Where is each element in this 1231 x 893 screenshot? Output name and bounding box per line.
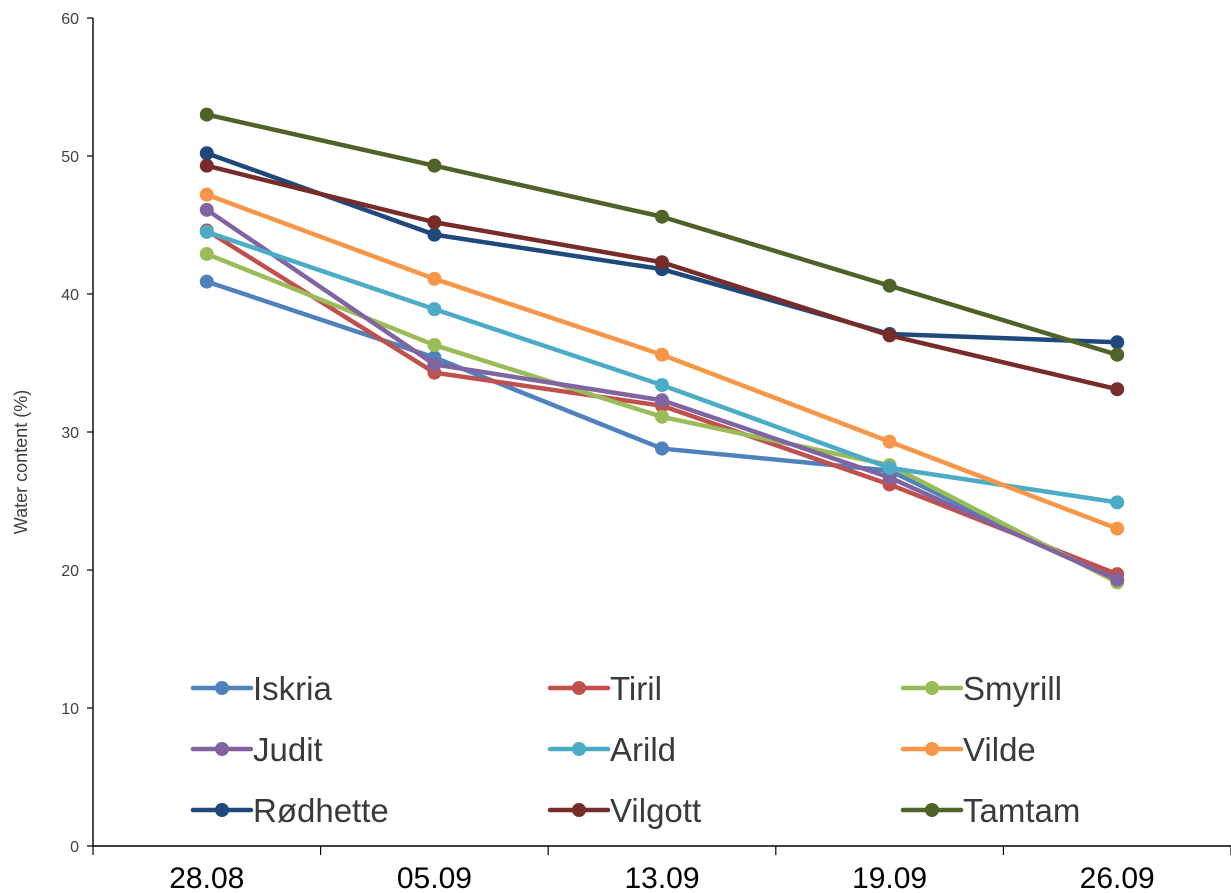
y-axis-title: Water content (%) — [11, 390, 31, 534]
x-tick-label: 13.09 — [624, 862, 699, 893]
data-point — [427, 302, 442, 317]
legend-item: Judit — [190, 731, 323, 768]
series-line — [204, 112, 1120, 357]
data-point — [882, 328, 897, 343]
series-tamtam — [199, 107, 1125, 362]
legend-item: Iskria — [190, 670, 332, 707]
series-layer — [199, 107, 1125, 590]
data-point — [199, 107, 214, 122]
legend-marker — [572, 742, 586, 756]
data-point — [427, 357, 442, 372]
data-point — [1110, 521, 1125, 536]
data-point — [882, 278, 897, 293]
data-point — [199, 274, 214, 289]
legend-label: Tamtam — [963, 792, 1080, 829]
x-tick-label: 28.08 — [169, 862, 244, 893]
legend-marker — [925, 742, 939, 756]
legend-marker — [925, 803, 939, 817]
data-point — [655, 378, 669, 393]
legend-marker — [572, 803, 586, 817]
data-point — [199, 246, 214, 261]
legend-item: Smyrill — [900, 670, 1062, 707]
data-point — [655, 393, 669, 408]
y-tick-label: 50 — [61, 149, 79, 166]
data-point — [1110, 382, 1125, 397]
data-point — [427, 158, 442, 173]
legend-label: Judit — [253, 731, 323, 768]
legend-label: Vilde — [963, 731, 1036, 768]
data-point — [199, 158, 214, 173]
legend-label: Iskria — [253, 670, 332, 707]
y-tick-label: 0 — [70, 839, 79, 856]
legend: Iskria Tiril Smyrill Judit Arild Vilde Rødhett… — [190, 670, 1080, 829]
y-tick-label: 20 — [61, 563, 79, 580]
y-tick-label: 30 — [61, 425, 79, 442]
y-axis-ticks: 0 10 20 30 40 50 60 — [61, 11, 93, 856]
legend-item: Tamtam — [900, 792, 1080, 829]
data-point — [427, 215, 442, 230]
legend-label: Rødhette — [253, 792, 389, 829]
legend-item: Vilgott — [547, 792, 701, 829]
legend-item: Tiril — [547, 670, 662, 707]
data-point — [655, 409, 669, 424]
data-point — [199, 202, 214, 217]
data-point — [199, 146, 214, 161]
legend-label: Tiril — [610, 670, 662, 707]
legend-label: Arild — [610, 731, 676, 768]
legend-marker — [215, 681, 229, 695]
series-arild — [199, 224, 1125, 510]
series-vilgott — [199, 158, 1125, 397]
x-axis-ticks: 28.08 05.09 13.09 19.09 26.09 — [92, 846, 1231, 893]
data-point — [1110, 347, 1125, 362]
legend-item: Rødhette — [190, 792, 389, 829]
legend-marker — [925, 681, 939, 695]
series-rødhette — [199, 146, 1125, 350]
data-point — [882, 434, 897, 449]
legend-marker — [215, 803, 229, 817]
legend-item: Arild — [547, 731, 676, 768]
data-point — [655, 255, 669, 270]
series-vilde — [199, 187, 1125, 536]
series-line — [204, 279, 1120, 582]
series-judit — [199, 202, 1125, 587]
legend-item: Vilde — [900, 731, 1036, 768]
data-point — [655, 441, 669, 456]
data-point — [199, 224, 214, 239]
data-point — [882, 470, 897, 485]
data-point — [199, 187, 214, 202]
y-tick-label: 60 — [61, 11, 79, 28]
y-tick-label: 40 — [61, 287, 79, 304]
data-point — [427, 338, 442, 353]
legend-label: Vilgott — [610, 792, 701, 829]
legend-label: Smyrill — [963, 670, 1062, 707]
x-tick-label: 26.09 — [1080, 862, 1155, 893]
data-point — [655, 347, 669, 362]
data-point — [427, 271, 442, 286]
x-tick-label: 05.09 — [397, 862, 472, 893]
series-iskria — [199, 274, 1125, 587]
data-point — [1110, 335, 1125, 350]
data-point — [655, 209, 669, 224]
y-tick-label: 10 — [61, 701, 79, 718]
legend-marker — [572, 681, 586, 695]
data-point — [1110, 495, 1125, 510]
data-point — [1110, 572, 1125, 587]
data-point — [882, 460, 897, 475]
legend-marker — [215, 742, 229, 756]
x-tick-label: 19.09 — [852, 862, 927, 893]
data-point — [427, 227, 442, 242]
